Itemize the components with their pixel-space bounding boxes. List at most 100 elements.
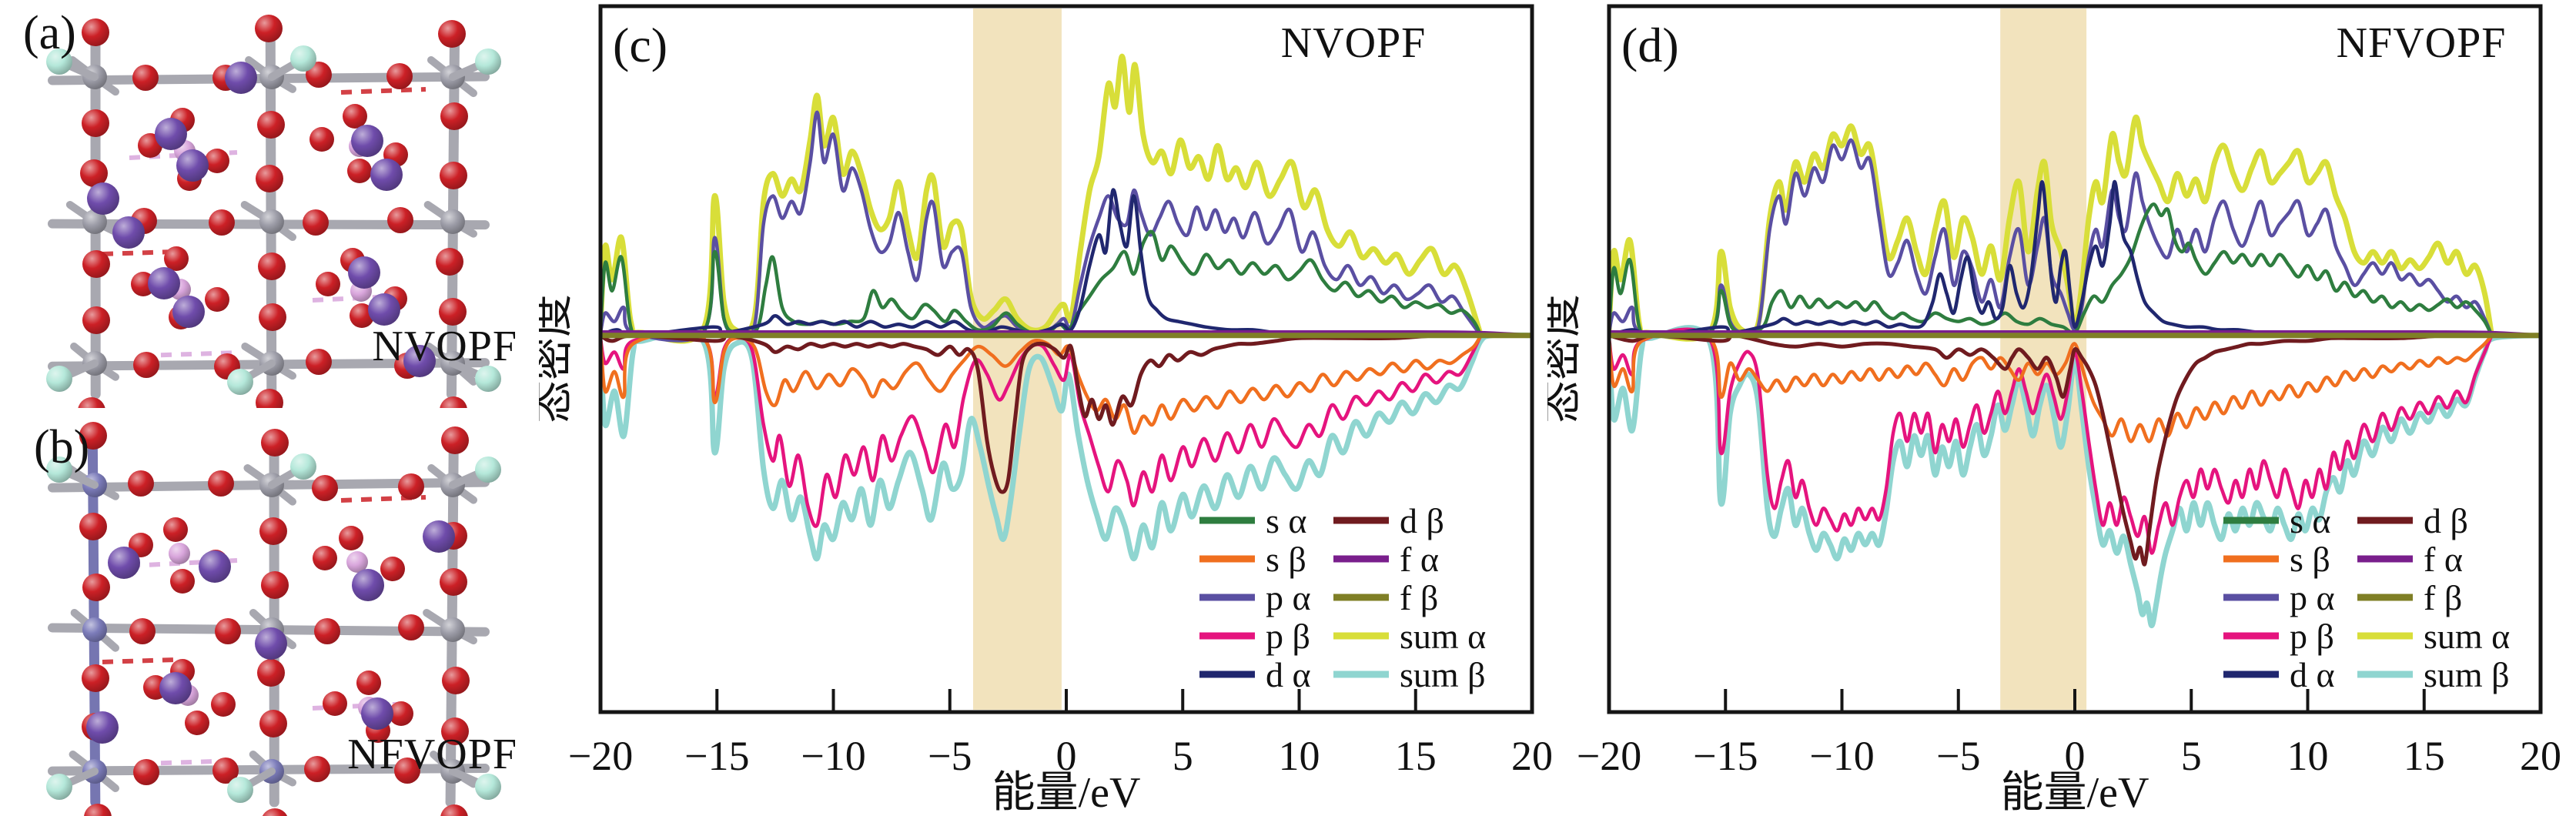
x-tick-label: 5 bbox=[1173, 733, 1193, 779]
series-p-beta bbox=[601, 332, 1483, 528]
oxygen-atom bbox=[215, 618, 241, 644]
legend-label-s-alpha: s α bbox=[2290, 501, 2331, 540]
phosphorus-atom bbox=[346, 551, 368, 573]
sodium-atom bbox=[108, 547, 140, 579]
oxygen-atom bbox=[170, 569, 195, 594]
oxygen-atom bbox=[343, 104, 367, 129]
oxygen-atom bbox=[164, 246, 189, 271]
panel-label-b: (b) bbox=[34, 421, 90, 473]
oxygen-atom bbox=[314, 618, 340, 644]
phosphorus-atom bbox=[169, 543, 190, 564]
oxygen-atom bbox=[82, 306, 110, 334]
oxygen-atom bbox=[394, 757, 420, 784]
sodium-atom bbox=[423, 520, 455, 553]
oxygen-atom bbox=[78, 397, 105, 408]
x-tick-label: −15 bbox=[1693, 733, 1758, 779]
legend-label-d-alpha: d α bbox=[1266, 655, 1311, 694]
fluorine-atom bbox=[46, 456, 72, 483]
oxygen-atom bbox=[313, 546, 337, 570]
oxygen-atom bbox=[257, 111, 285, 139]
oxygen-atom bbox=[441, 717, 469, 745]
x-tick-label: 15 bbox=[2404, 733, 2445, 779]
sodium-atom bbox=[176, 149, 209, 182]
vanadium-atom bbox=[440, 617, 465, 642]
legend-label-p-beta: p β bbox=[1266, 617, 1310, 656]
legend-label-f-beta: f β bbox=[1400, 578, 1438, 617]
series-sum-alpha bbox=[601, 53, 1484, 344]
oxygen-atom bbox=[84, 804, 112, 816]
legend-label-p-alpha: p α bbox=[2290, 578, 2335, 617]
fluorine-atom bbox=[290, 45, 316, 72]
oxygen-atom bbox=[306, 349, 332, 375]
oxygen-atom bbox=[259, 303, 286, 331]
x-tick-label: 5 bbox=[2181, 733, 2202, 779]
x-tick-label: 20 bbox=[2520, 733, 2561, 779]
x-tick-label: 20 bbox=[1511, 733, 1553, 779]
oxygen-atom bbox=[439, 298, 467, 326]
x-tick-label: −15 bbox=[684, 733, 749, 779]
structure-panel-nvopf: (a) NVOPF bbox=[6, 0, 528, 408]
legend-label-d-alpha: d α bbox=[2290, 655, 2335, 694]
oxygen-atom bbox=[347, 159, 372, 183]
oxygen-atom bbox=[442, 667, 470, 694]
x-tick-label: −10 bbox=[1809, 733, 1874, 779]
oxygen-atom bbox=[304, 756, 330, 782]
oxygen-atom bbox=[212, 757, 239, 784]
fluorine-atom bbox=[46, 774, 72, 800]
legend-label-sum-alpha: sum α bbox=[1400, 617, 1486, 656]
oxygen-atom bbox=[380, 557, 405, 581]
sodium-atom bbox=[148, 267, 180, 299]
legend-label-d-beta: d β bbox=[2424, 501, 2468, 540]
x-tick-label: −5 bbox=[928, 733, 972, 779]
x-tick-label: −5 bbox=[1936, 733, 1980, 779]
oxygen-atom bbox=[79, 422, 107, 450]
oxygen-atom bbox=[255, 15, 283, 42]
legend-label-f-beta: f β bbox=[2424, 578, 2462, 617]
dashed-bond bbox=[102, 249, 176, 256]
oxygen-atom bbox=[339, 526, 363, 550]
dashed-bond bbox=[340, 87, 427, 95]
panel-label-d: (d) bbox=[1621, 18, 1679, 72]
sodium-atom bbox=[112, 216, 145, 249]
series-d-alpha bbox=[1609, 180, 2494, 338]
oxygen-atom bbox=[303, 209, 329, 236]
x-tick-label: 10 bbox=[2287, 733, 2329, 779]
structure-name-nvopf: NVOPF bbox=[372, 323, 517, 370]
legend-label-s-beta: s β bbox=[1266, 540, 1306, 579]
oxygen-atom bbox=[257, 659, 285, 687]
vanadium-atom bbox=[440, 209, 465, 234]
series-f-alpha bbox=[1609, 330, 2541, 337]
sodium-atom bbox=[370, 159, 403, 191]
oxygen-atom bbox=[256, 389, 283, 408]
iron-atom bbox=[82, 617, 107, 642]
oxygen-atom bbox=[398, 473, 424, 500]
oxygen-atom bbox=[132, 65, 159, 91]
oxygen-atom bbox=[82, 18, 109, 46]
series-s-alpha bbox=[1609, 202, 2494, 338]
oxygen-atom bbox=[261, 429, 289, 456]
oxygen-atom bbox=[438, 20, 466, 48]
oxygen-atom bbox=[356, 671, 381, 695]
oxygen-atom bbox=[82, 574, 110, 601]
fluorine-atom bbox=[227, 369, 253, 395]
oxygen-atom bbox=[133, 352, 159, 378]
oxygen-atom bbox=[323, 691, 347, 716]
legend-label-p-alpha: p α bbox=[1266, 578, 1311, 617]
oxygen-atom bbox=[82, 250, 110, 278]
oxygen-atom bbox=[80, 159, 108, 187]
x-tick-label: 15 bbox=[1395, 733, 1437, 779]
series-d-beta bbox=[1609, 333, 2494, 567]
x-tick-label: 0 bbox=[2065, 733, 2086, 779]
crystal-structure-nvopf-image bbox=[46, 15, 501, 408]
sodium-atom bbox=[225, 62, 257, 94]
legend-label-f-alpha: f α bbox=[1400, 540, 1439, 579]
oxygen-atom bbox=[398, 614, 424, 640]
fluorine-atom bbox=[46, 48, 72, 75]
oxygen-atom bbox=[185, 711, 209, 735]
series-s-beta bbox=[1609, 330, 2494, 443]
sodium-atom bbox=[403, 345, 436, 377]
dos-curves bbox=[1609, 114, 2541, 629]
